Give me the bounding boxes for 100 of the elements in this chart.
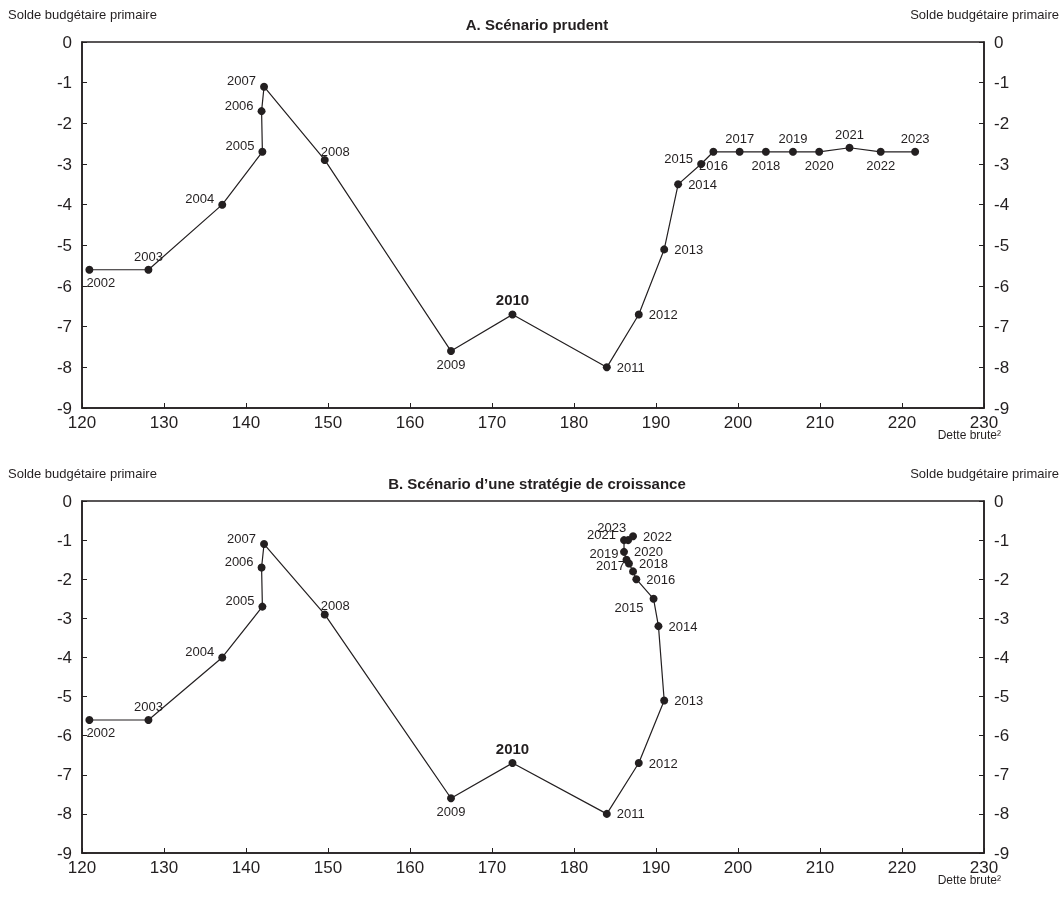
annotation: 2003: [133, 699, 163, 715]
y2-tick-label: 0: [994, 491, 1004, 511]
point: [508, 310, 517, 319]
point: [85, 716, 94, 725]
y-tick-label: -2: [56, 569, 72, 589]
annotation: 2004: [185, 643, 215, 659]
point: [320, 610, 329, 619]
y-tick-label: -1: [56, 73, 72, 93]
point: [144, 716, 153, 725]
annotation: 2014: [668, 618, 698, 634]
y2-tick-label: -4: [994, 195, 1010, 215]
point: [761, 147, 770, 156]
y2-tick-label: -7: [994, 765, 1010, 785]
annotation: 2023: [900, 130, 930, 146]
x-axis-title: Dette brute²: [937, 873, 1002, 887]
annotation: 2005: [225, 138, 255, 154]
y-tick-label: -6: [56, 276, 72, 296]
point: [258, 147, 267, 156]
x-tick-label: 200: [723, 413, 753, 432]
y-tick-label: -1: [56, 530, 72, 550]
annotation: 2010: [495, 740, 530, 758]
y-axis-title: Solde budgétaire primaire: [8, 7, 157, 22]
annotation: 2022: [643, 528, 672, 544]
point: [660, 696, 669, 705]
y-tick-label: -6: [56, 726, 72, 746]
point: [815, 147, 824, 156]
annotation: 2009: [436, 357, 466, 373]
annotation: 2022: [866, 157, 896, 173]
annotation: 2002: [86, 725, 116, 741]
point: [620, 547, 629, 556]
y-tick-label: -2: [56, 113, 72, 133]
annotation: 2015: [664, 150, 694, 166]
annotation: 2015: [614, 599, 644, 615]
annotation: 2005: [225, 593, 255, 609]
y2-tick-label: -5: [994, 235, 1010, 255]
y-tick-label: -4: [56, 195, 72, 215]
x-tick-label: 220: [887, 858, 917, 877]
y2-tick-label: 0: [994, 32, 1004, 52]
point: [320, 155, 329, 164]
y-tick-label: -3: [56, 608, 72, 628]
point: [258, 602, 267, 611]
y-tick-label: -5: [56, 235, 72, 255]
annotation: 2017: [725, 130, 755, 146]
x-tick-label: 140: [231, 858, 261, 877]
y2-axis-title: Solde budgétaire primaire: [910, 466, 1060, 481]
y2-tick-label: -2: [994, 569, 1010, 589]
point: [845, 143, 854, 152]
y2-tick-label: -8: [994, 804, 1010, 824]
point: [602, 363, 611, 372]
y-tick-label: -4: [56, 647, 72, 667]
point: [634, 310, 643, 319]
annotation: 2014: [688, 176, 718, 192]
annotation: 2019: [778, 130, 808, 146]
x-tick-label: 160: [395, 413, 425, 432]
chart-title: B. Scénario d’une stratégie de croissance: [388, 475, 686, 492]
point: [447, 347, 455, 356]
y-tick-label: -5: [56, 687, 72, 707]
x-tick-label: 190: [641, 413, 671, 432]
point: [649, 594, 658, 603]
annotation: 2012: [648, 306, 678, 322]
point: [85, 265, 94, 274]
point: [876, 147, 885, 156]
x-tick-label: 140: [231, 413, 261, 432]
y-tick-label: 0: [62, 491, 72, 511]
annotation: 2010: [495, 291, 530, 309]
x-tick-label: 160: [395, 858, 425, 877]
y2-tick-label: -8: [994, 357, 1010, 377]
point: [660, 245, 669, 254]
annotation: 2002: [86, 274, 116, 290]
y-tick-label: -8: [56, 804, 72, 824]
y-tick-label: -3: [56, 154, 72, 174]
point: [218, 200, 227, 209]
y-tick-label: 0: [62, 32, 72, 52]
y-tick-label: -7: [56, 317, 72, 337]
point: [735, 147, 744, 156]
point: [629, 567, 638, 576]
x-tick-label: 190: [641, 858, 671, 877]
x-tick-label: 180: [559, 413, 589, 432]
x-tick-label: 180: [559, 858, 589, 877]
x-tick-label: 170: [477, 413, 507, 432]
x-tick-label: 210: [805, 413, 835, 432]
x-tick-label: 150: [313, 413, 343, 432]
y2-tick-label: -2: [994, 113, 1010, 133]
y-tick-label: -8: [56, 357, 72, 377]
point: [911, 147, 920, 156]
annotation: 2021: [835, 126, 864, 142]
x-tick-label: 130: [149, 858, 179, 877]
y2-tick-label: -6: [994, 276, 1010, 296]
point: [218, 653, 227, 662]
point: [654, 622, 663, 631]
point: [632, 575, 641, 584]
annotation: 2016: [646, 571, 676, 587]
y2-tick-label: -1: [994, 530, 1010, 550]
point: [260, 540, 269, 549]
annotation: 2013: [674, 241, 704, 257]
point: [634, 759, 643, 768]
point: [508, 759, 517, 768]
point: [144, 265, 153, 274]
point: [260, 82, 269, 91]
annotation: 2011: [616, 806, 645, 822]
